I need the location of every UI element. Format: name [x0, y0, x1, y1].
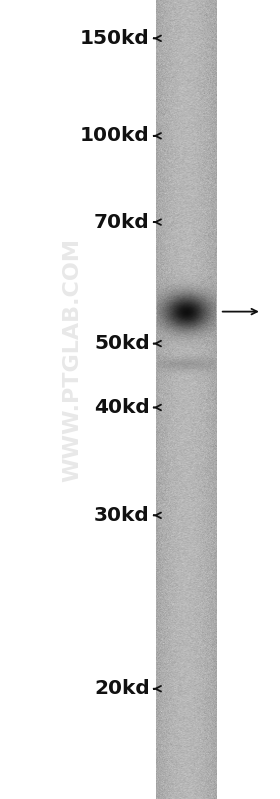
Text: 50kd: 50kd [94, 334, 150, 353]
Text: 40kd: 40kd [94, 398, 150, 417]
Text: WWW.PTGLAB.COM: WWW.PTGLAB.COM [63, 237, 83, 482]
Text: 20kd: 20kd [94, 679, 150, 698]
Text: 100kd: 100kd [80, 126, 150, 145]
Text: 70kd: 70kd [94, 213, 150, 232]
Text: 30kd: 30kd [94, 506, 150, 525]
Text: 150kd: 150kd [80, 29, 150, 48]
